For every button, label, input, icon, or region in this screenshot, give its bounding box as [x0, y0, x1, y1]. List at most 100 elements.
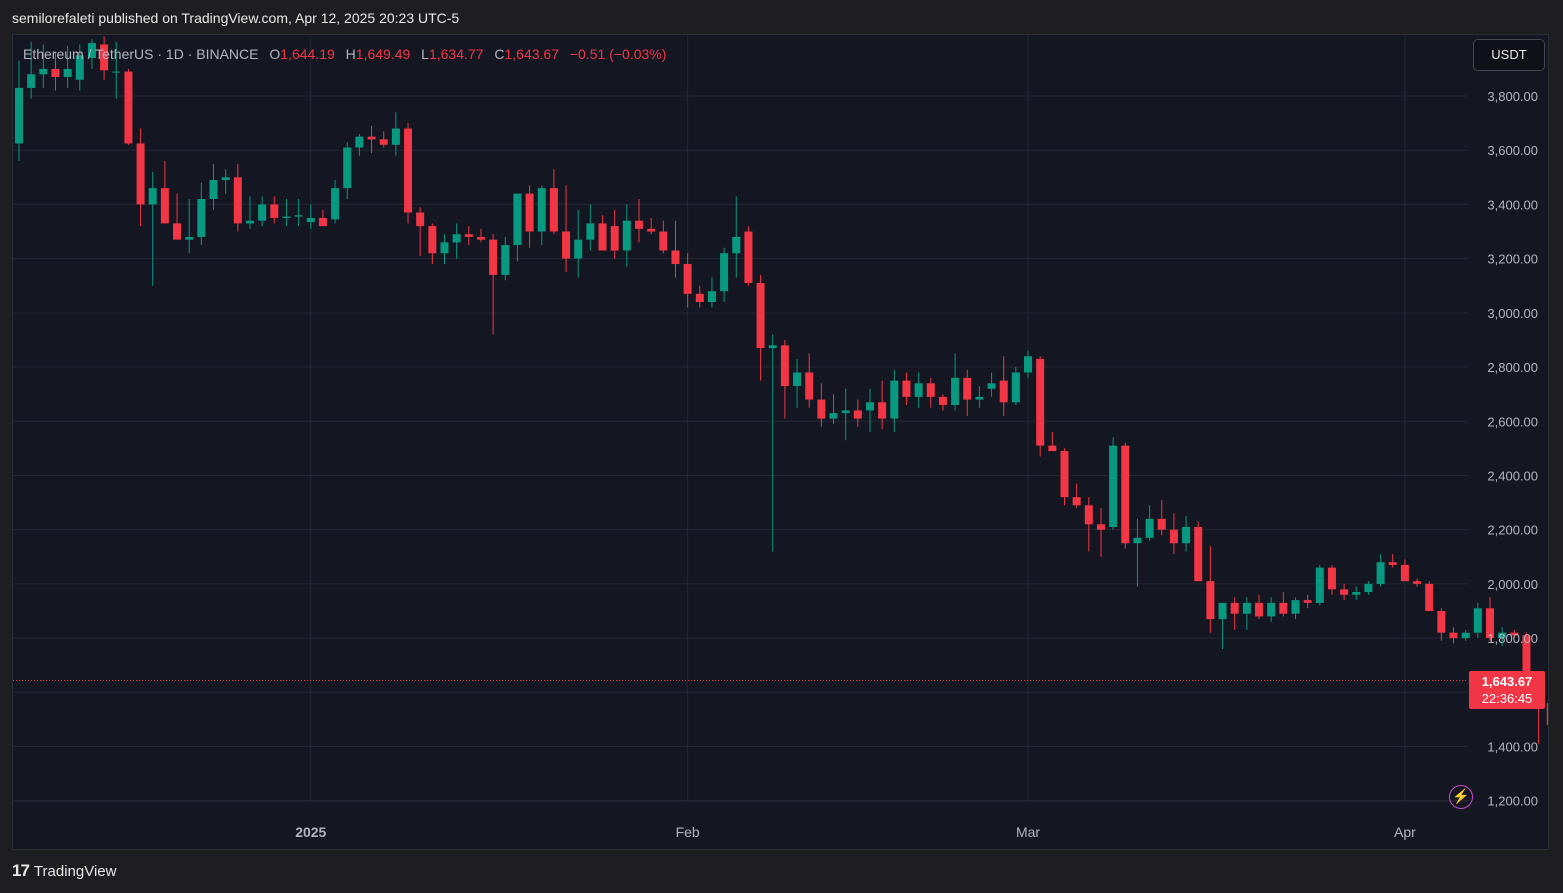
- candle-body: [1449, 632, 1458, 639]
- candle-up: [63, 45, 72, 88]
- candle-up: [1267, 597, 1276, 622]
- candle-body: [1291, 600, 1300, 614]
- candle-down: [1157, 499, 1166, 536]
- symbol-label[interactable]: Ethereum / TetherUS · 1D · BINANCE: [23, 46, 259, 62]
- candle-up: [282, 198, 291, 227]
- candle-body: [209, 180, 218, 199]
- candle-down: [756, 274, 765, 381]
- y-tick-label: 3,400.00: [1487, 197, 1538, 212]
- candle-down: [124, 68, 133, 145]
- candle-body: [951, 377, 960, 405]
- candle-body: [440, 242, 449, 254]
- candle-down: [1449, 627, 1458, 644]
- candle-body: [562, 231, 571, 259]
- candle-down: [416, 207, 425, 256]
- candle-body: [1340, 589, 1349, 595]
- x-tick-label: Apr: [1394, 824, 1416, 840]
- candle-down: [1072, 483, 1081, 508]
- candle-body: [756, 283, 765, 349]
- candle-down: [100, 36, 109, 80]
- candle-down: [489, 234, 498, 335]
- candle-body: [780, 345, 789, 387]
- candle-body: [294, 215, 303, 217]
- y-tick-label: 3,800.00: [1487, 89, 1538, 104]
- candle-down: [647, 217, 656, 235]
- candle-up: [39, 44, 48, 88]
- candle-up: [1109, 437, 1118, 530]
- candle-up: [452, 223, 461, 259]
- candle-down: [1048, 432, 1057, 452]
- candle-body: [501, 245, 510, 275]
- candle-body: [622, 220, 631, 251]
- candle-body: [707, 291, 716, 302]
- candle-body: [1121, 445, 1130, 544]
- candle-body: [865, 402, 874, 411]
- candle-body: [1400, 564, 1409, 582]
- candle-body: [270, 204, 279, 218]
- candle-up: [890, 369, 899, 433]
- currency-button[interactable]: USDT: [1473, 39, 1545, 71]
- high-value: 1,649.49: [355, 46, 411, 62]
- candle-body: [853, 410, 862, 419]
- candle-down: [1255, 594, 1264, 620]
- candle-down: [173, 193, 182, 240]
- candle-body: [185, 236, 194, 240]
- candle-body: [391, 128, 400, 145]
- candle-up: [768, 334, 777, 552]
- candle-up: [1461, 629, 1470, 641]
- candle-body: [659, 231, 668, 251]
- candle-up: [343, 142, 352, 199]
- candle-down: [938, 394, 947, 411]
- candle-body: [15, 87, 23, 144]
- candle-body: [914, 383, 923, 397]
- y-tick-label: 2,400.00: [1487, 468, 1538, 483]
- candle-body: [574, 239, 583, 259]
- candle-down: [1084, 497, 1093, 552]
- candle-body: [27, 74, 36, 88]
- candle-up: [513, 193, 522, 262]
- candle-body: [1437, 610, 1446, 633]
- footer-brand[interactable]: 17 TradingView: [12, 861, 116, 881]
- y-tick-label: 2,800.00: [1487, 360, 1538, 375]
- candle-body: [586, 223, 595, 240]
- open-key: O: [269, 46, 281, 62]
- candle-down: [1230, 597, 1239, 630]
- candle-up: [732, 196, 741, 278]
- candle-up: [185, 198, 194, 254]
- brand-name: TradingView: [33, 862, 117, 880]
- candle-body: [282, 216, 291, 218]
- candle-up: [1182, 516, 1191, 552]
- candle-up: [1315, 564, 1324, 606]
- candle-up: [1498, 627, 1507, 647]
- candle-up: [148, 171, 157, 286]
- candle-body: [1072, 497, 1081, 506]
- candle-down: [233, 163, 242, 232]
- candlestick-chart[interactable]: 3,800.00 3,600.00 3,400.00 3,200.00 3,000.00…: [13, 35, 1548, 849]
- candle-down: [562, 185, 571, 273]
- last-price-tag: 1,643.67 22:36:45: [1469, 671, 1545, 709]
- candle-body: [683, 264, 692, 294]
- close-key: C: [494, 46, 505, 62]
- candle-up: [829, 394, 838, 424]
- chart-panel[interactable]: 3,800.00 3,600.00 3,400.00 3,200.00 3,000.00…: [12, 34, 1549, 850]
- ohlc-legend: Ethereum / TetherUS · 1D · BINANCE O 1,64…: [23, 46, 666, 62]
- candle-body: [87, 43, 96, 59]
- candle-down: [1413, 578, 1422, 587]
- candle-body: [1388, 562, 1397, 565]
- candle-up: [1145, 505, 1154, 541]
- lightning-icon[interactable]: ⚡: [1449, 785, 1473, 809]
- y-tick-label: 1,800.00: [1487, 631, 1538, 646]
- candle-up: [537, 185, 546, 246]
- candle-down: [671, 220, 680, 278]
- candle-down: [817, 383, 826, 427]
- candle-body: [404, 128, 413, 213]
- candle-up: [112, 41, 121, 99]
- publish-info: semilorefaleti published on TradingView.…: [12, 10, 460, 26]
- candle-body: [1352, 592, 1361, 595]
- candle-body: [938, 396, 947, 405]
- candle-body: [695, 293, 704, 302]
- candle-body: [1060, 451, 1069, 498]
- candle-body: [355, 136, 364, 148]
- low-key: L: [421, 46, 429, 62]
- candle-body: [732, 236, 741, 254]
